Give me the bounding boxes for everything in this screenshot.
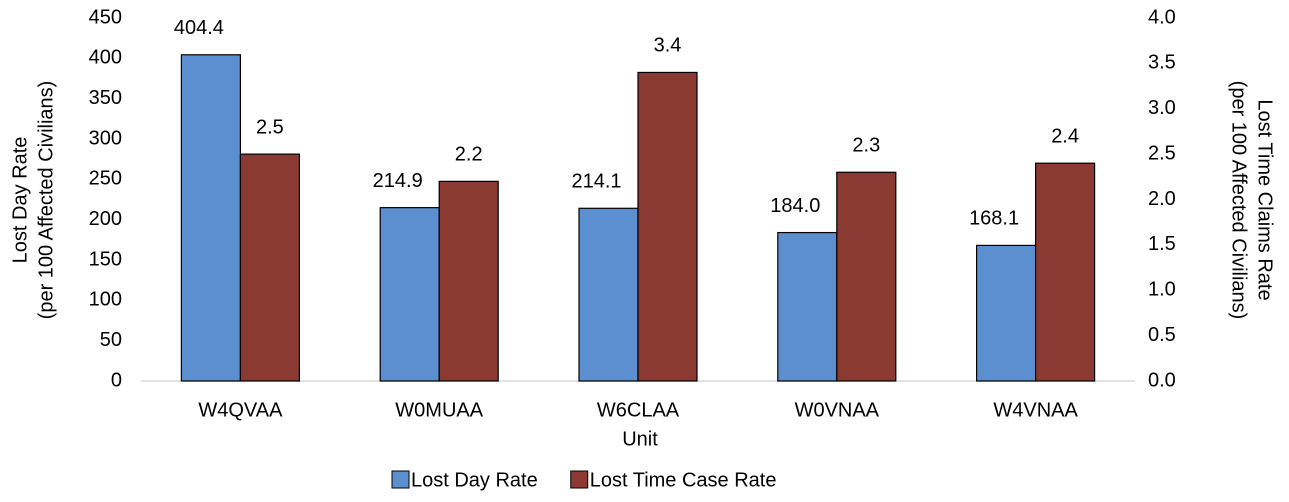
y-tick-label: 350	[89, 87, 122, 109]
y-tick-label: 250	[89, 168, 122, 190]
bar	[1034, 162, 1096, 382]
y-tick-label: 300	[89, 127, 122, 149]
data-label: 2.5	[256, 116, 284, 138]
y2-tick-label: 1.5	[1148, 233, 1176, 255]
data-label: 214.1	[571, 171, 621, 193]
y-axis-title: Lost Day Rate	[9, 137, 31, 264]
y2-axis-title: (per 100 Affected Civilians)	[1228, 81, 1250, 320]
legend-label: Lost Day Rate	[411, 469, 538, 491]
bar	[239, 153, 300, 382]
y2-tick-label: 2.0	[1148, 188, 1176, 210]
bar	[578, 207, 639, 382]
bar	[438, 180, 499, 382]
y2-tick-label: 0.5	[1148, 324, 1176, 346]
data-label: 2.4	[1051, 125, 1079, 147]
y2-tick-label: 2.5	[1148, 142, 1176, 164]
data-label: 404.4	[174, 17, 224, 39]
bar	[777, 231, 838, 382]
bar	[637, 71, 698, 382]
x-tick-label: W4VNAA	[993, 399, 1078, 421]
y-tick-label: 450	[89, 6, 122, 28]
legend-swatch	[570, 470, 589, 489]
data-label: 168.1	[969, 208, 1019, 230]
y2-tick-label: 3.0	[1148, 97, 1176, 119]
y-tick-label: 50	[100, 329, 122, 351]
y2-tick-label: 1.0	[1148, 279, 1176, 301]
y-tick-label: 0	[111, 369, 122, 391]
data-label: 3.4	[654, 35, 682, 57]
y2-axis-title: Lost Time Claims Rate	[1254, 99, 1276, 300]
x-tick-label: W0MUAA	[395, 399, 483, 421]
x-axis-title: Unit	[622, 428, 658, 450]
y-tick-label: 200	[89, 208, 122, 230]
legend-label: Lost Time Case Rate	[590, 469, 777, 491]
y-tick-label: 400	[89, 47, 122, 69]
bar	[180, 54, 241, 382]
data-label: 2.2	[455, 144, 483, 166]
y2-tick-label: 0.0	[1148, 369, 1176, 391]
data-label: 184.0	[770, 195, 820, 217]
legend-swatch	[391, 470, 410, 489]
y-tick-label: 100	[89, 289, 122, 311]
bar	[975, 244, 1037, 382]
x-tick-label: W4QVAA	[198, 399, 283, 421]
x-tick-label: W0VNAA	[795, 399, 880, 421]
y-tick-label: 150	[89, 248, 122, 270]
y2-tick-label: 4.0	[1148, 6, 1176, 28]
data-label: 214.9	[373, 170, 423, 192]
y2-tick-label: 3.5	[1148, 52, 1176, 74]
data-label: 2.3	[852, 135, 880, 157]
bar	[379, 207, 440, 382]
bar	[836, 171, 897, 382]
x-tick-label: W6CLAA	[597, 399, 680, 421]
y-axis-title: (per 100 Affected Civilians)	[35, 81, 57, 320]
